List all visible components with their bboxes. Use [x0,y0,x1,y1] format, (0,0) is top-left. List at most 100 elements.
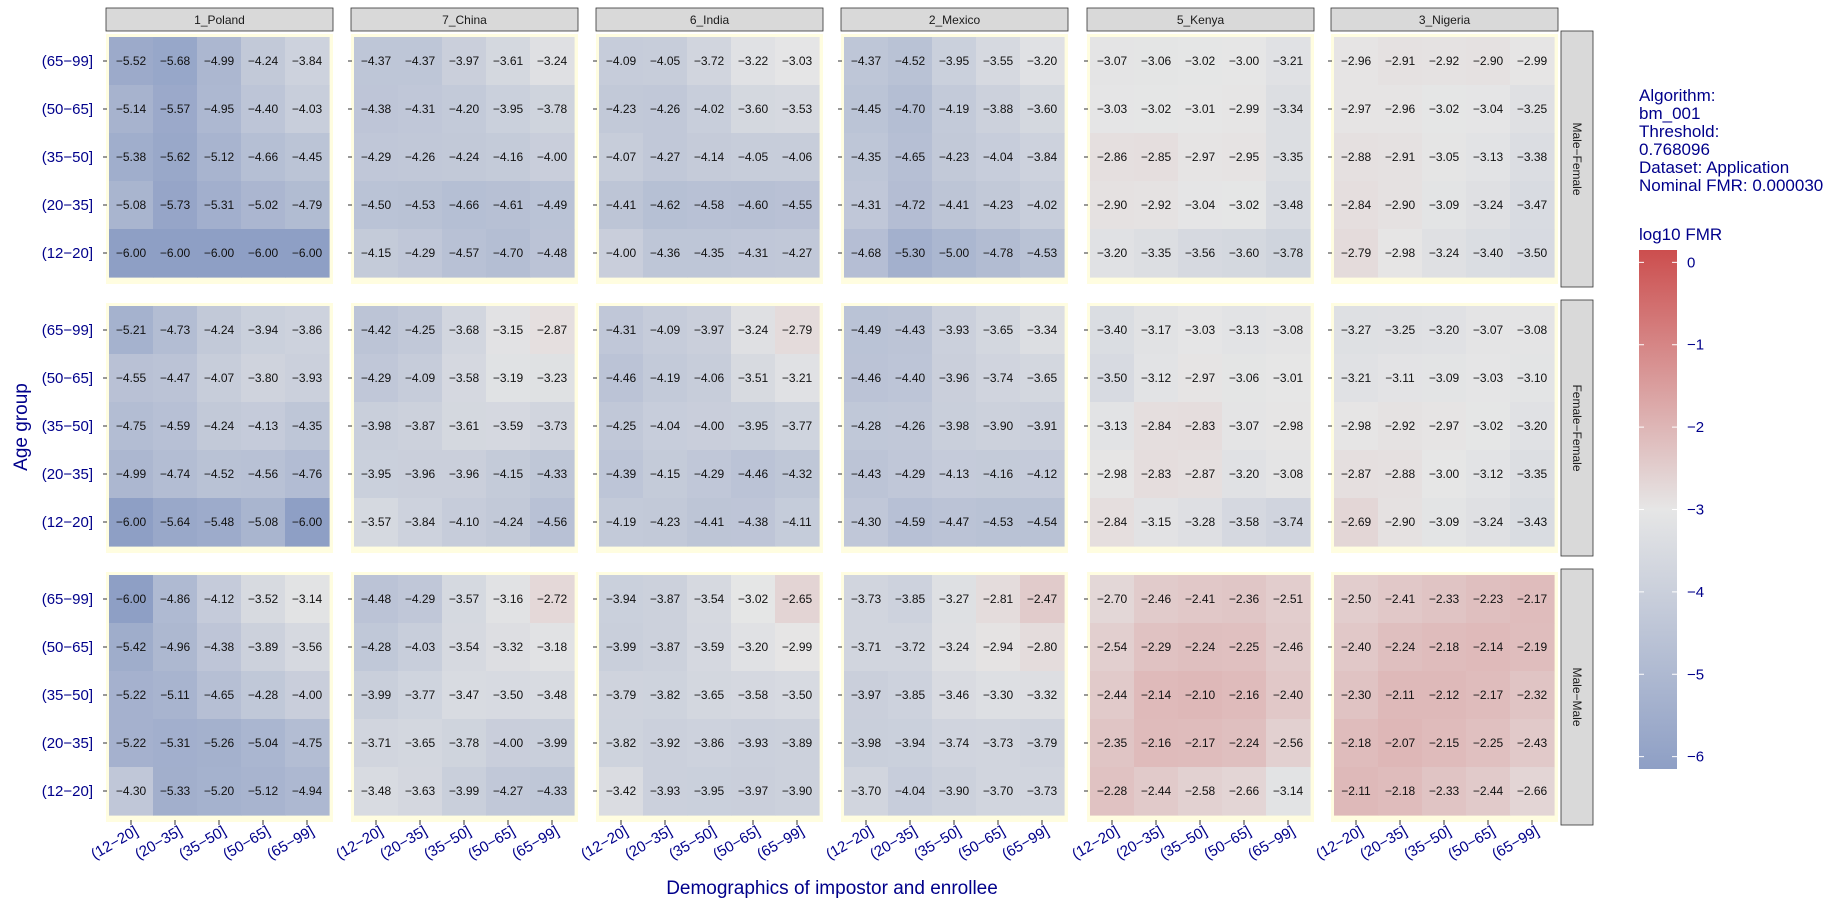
heatmap-cell [1466,229,1511,278]
heatmap-cell [354,498,399,547]
heatmap-cell [109,623,154,672]
cell-value-label: −3.24 [738,323,769,337]
heatmap-cell [888,450,933,499]
heatmap-cell [1510,575,1555,624]
heatmap-cell [1334,450,1379,499]
cell-value-label: −2.97 [1185,150,1216,164]
heatmap-cell [1222,354,1267,403]
column-strip-label: 1_Poland [194,13,245,27]
heatmap-cell [888,575,933,624]
cell-value-label: −3.05 [1429,150,1460,164]
cell-value-label: −4.28 [361,640,392,654]
cell-value-label: −4.15 [361,246,392,260]
heatmap-cell [1378,181,1423,230]
heatmap-cell [197,623,242,672]
heatmap-cell [1178,575,1223,624]
cell-value-label: −3.47 [1517,198,1548,212]
cell-value-label: −3.86 [694,736,725,750]
cell-value-label: −6.00 [248,246,279,260]
cell-value-label: −3.94 [248,323,279,337]
cell-value-label: −3.79 [1027,736,1058,750]
heatmap-cell [775,719,820,768]
heatmap-cell [687,229,732,278]
cell-value-label: −2.25 [1229,640,1260,654]
heatmap-cell [109,133,154,182]
heatmap-cell [599,450,644,499]
x-axis-ticks: (12−20](20−35](35−50](50−65](65−99] (12−2… [88,820,1542,863]
heatmap-cell [1134,229,1179,278]
annotation-line: Nominal FMR: 0.000030 [1639,176,1823,195]
heatmap-cell [1466,719,1511,768]
heatmap-cell [643,181,688,230]
cell-value-label: −4.00 [493,736,524,750]
cell-value-label: −4.04 [650,419,681,433]
heatmap-cell [731,306,776,355]
cell-value-label: −2.98 [1273,419,1304,433]
heatmap-cell [932,623,977,672]
cell-value-label: −3.71 [851,640,882,654]
cell-value-label: −3.70 [983,784,1014,798]
heatmap-cell [775,575,820,624]
heatmap-cell [932,85,977,134]
cell-value-label: −2.97 [1341,102,1372,116]
heatmap-cell [1422,498,1467,547]
heatmap-cell [530,229,575,278]
cell-value-label: −3.03 [1473,371,1504,385]
cell-value-label: −3.21 [1341,371,1372,385]
x-tick-label: (35−50] [421,823,474,863]
cell-value-label: −4.28 [248,688,279,702]
cell-value-label: −3.85 [895,592,926,606]
cell-value-label: −3.20 [1429,323,1460,337]
cell-value-label: −3.65 [405,736,436,750]
heatmap-cell [530,671,575,720]
heatmap-cell [442,354,487,403]
heatmap-cell [442,85,487,134]
heatmap-cell [888,719,933,768]
heatmap-cell [775,133,820,182]
y-axis-title: Age group [11,383,32,471]
heatmap-cell [354,37,399,86]
x-tick-label: (12−20] [823,823,876,863]
heatmap-cell [1266,306,1311,355]
heatmap-cell [1178,498,1223,547]
heatmap-cell [530,575,575,624]
heatmap-cell [976,181,1021,230]
cell-value-label: −2.90 [1385,515,1416,529]
heatmap-cell [285,133,330,182]
cell-value-label: −4.37 [361,54,392,68]
heatmap-cell [1134,402,1179,451]
heatmap-cell [1378,306,1423,355]
cell-value-label: −3.14 [292,592,323,606]
cell-value-label: −2.90 [1385,198,1416,212]
cell-value-label: −4.75 [116,419,147,433]
cell-value-label: −4.49 [851,323,882,337]
x-tick-label: (65−99] [1489,823,1542,863]
heatmap-cell [1090,354,1135,403]
heatmap-cell [687,450,732,499]
cell-value-label: −4.45 [851,102,882,116]
heatmap-cell [1334,719,1379,768]
heatmap-cell [1334,623,1379,672]
x-tick-label: (20−35] [1113,823,1166,863]
heatmap-cell [398,575,443,624]
cell-value-label: −4.54 [1027,515,1058,529]
heatmap-cell [599,306,644,355]
cell-value-label: −3.97 [851,688,882,702]
heatmap-cell [932,229,977,278]
heatmap-cell [932,37,977,86]
x-tick-label: (65−99] [754,823,807,863]
cell-value-label: −3.95 [694,784,725,798]
cell-value-label: −4.35 [851,150,882,164]
y-tick-label: (12−20] [42,783,93,800]
cell-value-label: −2.85 [1141,150,1172,164]
cell-value-label: −3.38 [1517,150,1548,164]
heatmap-cell [442,671,487,720]
cell-value-label: −4.37 [851,54,882,68]
cell-value-label: −3.02 [1141,102,1172,116]
heatmap-cell [1020,133,1065,182]
cell-value-label: −3.84 [405,515,436,529]
heatmap-cell [153,181,198,230]
heatmap-cell [643,402,688,451]
heatmap-cell [731,402,776,451]
cell-value-label: −5.33 [160,784,191,798]
